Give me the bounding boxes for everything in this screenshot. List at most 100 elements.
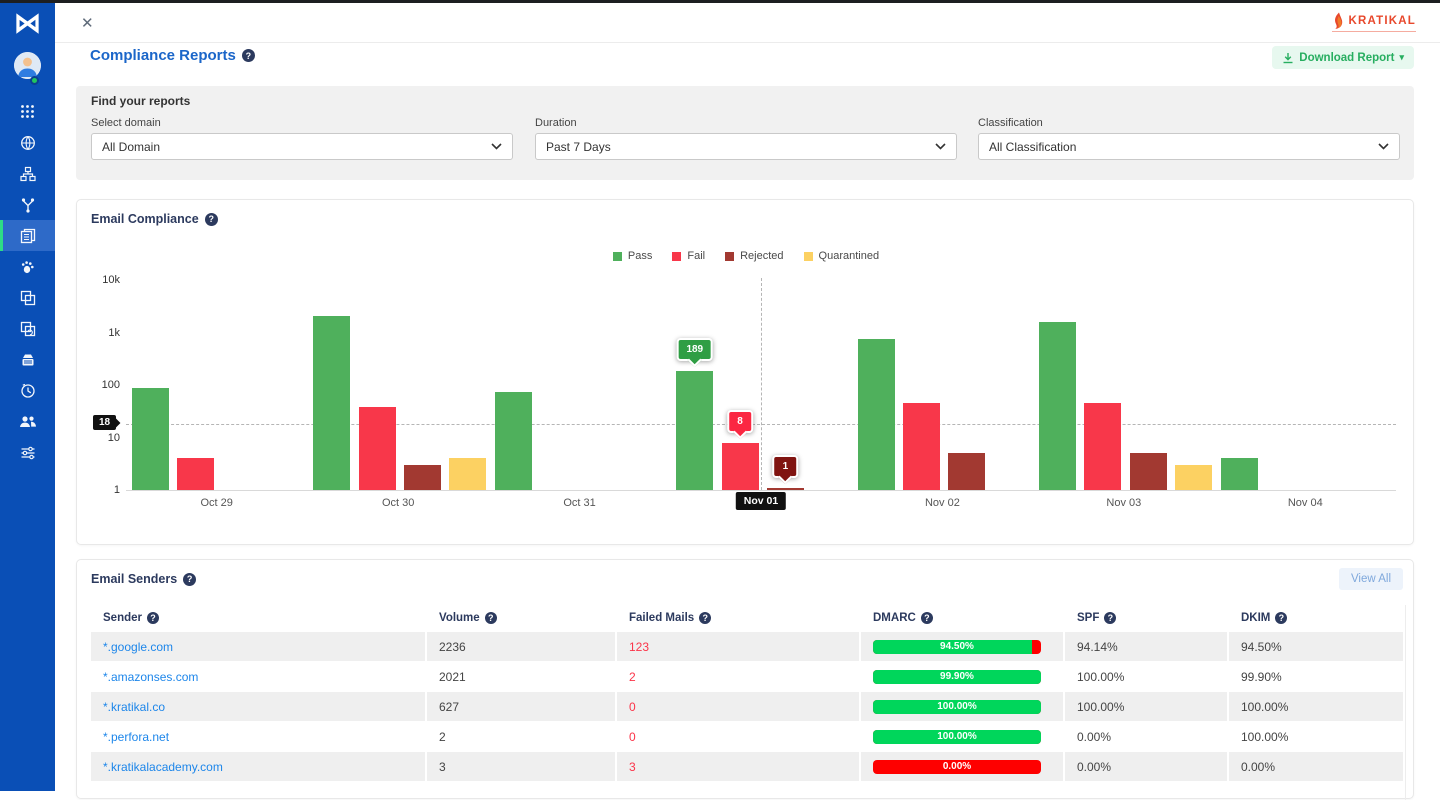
x-axis-label: Nov 04 <box>1287 497 1323 509</box>
classification-label: Classification <box>978 117 1043 129</box>
brand-logo[interactable]: KRATIKAL <box>1332 12 1416 32</box>
sidebar-item-users[interactable] <box>0 406 55 437</box>
cell-dkim: 100.00% <box>1229 692 1405 721</box>
legend-item-rejected[interactable]: Rejected <box>725 250 784 262</box>
bar-fail-nov01[interactable] <box>721 442 759 490</box>
failed-mails-value: 0 <box>629 699 636 714</box>
legend-item-fail[interactable]: Fail <box>672 250 705 262</box>
domain-select[interactable]: All Domain <box>91 133 513 160</box>
topbar: ✕ KRATIKAL <box>55 3 1440 43</box>
close-icon[interactable]: ✕ <box>81 15 94 32</box>
bar-rejected-nov01[interactable] <box>766 488 804 490</box>
download-report-button[interactable]: Download Report ▾ <box>1272 46 1414 69</box>
download-icon <box>1283 52 1293 63</box>
chart-title: Email Compliance <box>91 212 199 226</box>
sidebar-item-history[interactable] <box>0 375 55 406</box>
dmarc-progress-bar: 0.00% <box>873 759 1041 774</box>
sidebar-item-copy-sync[interactable] <box>0 313 55 344</box>
bar-rejected-nov03[interactable] <box>1129 453 1167 490</box>
help-icon[interactable]: ? <box>484 612 497 624</box>
sidebar-item-branch[interactable] <box>0 189 55 220</box>
bar-fail-nov03[interactable] <box>1084 403 1122 490</box>
bar-rejected-oct30[interactable] <box>404 464 442 490</box>
help-icon[interactable]: ? <box>204 212 218 226</box>
tooltip-rejected: 1 <box>772 455 799 478</box>
sidebar-item-archive[interactable] <box>0 344 55 375</box>
x-axis-label: Oct 30 <box>381 497 415 509</box>
app-logo-icon[interactable]: ⋈ <box>14 7 41 38</box>
sidebar-item-apps[interactable] <box>0 96 55 127</box>
duration-label: Duration <box>535 117 577 129</box>
cell-sender: *.perfora.net <box>91 722 427 751</box>
y-axis-tick: 100 <box>101 379 120 392</box>
avatar[interactable] <box>14 52 41 79</box>
apps-grid-icon <box>21 105 34 118</box>
help-icon[interactable]: ? <box>1104 612 1117 624</box>
filters-title: Find your reports <box>91 94 191 108</box>
sidebar-item-hierarchy[interactable] <box>0 158 55 189</box>
help-icon[interactable]: ? <box>920 612 933 624</box>
bar-pass-oct31[interactable] <box>494 391 532 490</box>
sender-link[interactable]: *.kratikal.co <box>103 699 166 714</box>
duration-select[interactable]: Past 7 Days <box>535 133 957 160</box>
bar-pass-nov04[interactable] <box>1220 458 1258 490</box>
sender-link[interactable]: *.google.com <box>103 639 174 654</box>
sidebar-item-compliance-reports[interactable] <box>0 220 55 251</box>
download-report-label: Download Report <box>1299 51 1395 64</box>
copy-icon <box>20 290 35 305</box>
bar-quarantined-oct30[interactable] <box>449 458 487 490</box>
table-row: *.perfora.net 2 0 100.00% 0.00% 100.00% <box>91 722 1405 751</box>
column-header-label: Volume <box>439 612 480 624</box>
sidebar-item-copy[interactable] <box>0 282 55 313</box>
bar-fail-nov02[interactable] <box>903 403 940 490</box>
bar-pass-nov02[interactable] <box>857 339 895 490</box>
sidebar-item-domains[interactable] <box>0 127 55 158</box>
chevron-down-icon <box>935 143 946 150</box>
sender-link[interactable]: *.amazonses.com <box>103 669 199 684</box>
sender-link[interactable]: *.kratikalacademy.com <box>103 759 223 774</box>
bar-rejected-nov02[interactable] <box>948 453 986 490</box>
tooltip-pass: 189 <box>676 337 714 361</box>
legend-item-quarantined[interactable]: Quarantined <box>803 250 879 262</box>
table-row: *.google.com 2236 123 94.50% 94.14% 94.50% <box>91 632 1405 661</box>
cell-dmarc: 94.50% <box>861 632 1065 661</box>
tooltip-fail: 8 <box>727 409 753 433</box>
bar-pass-oct30[interactable] <box>313 315 351 490</box>
view-all-button[interactable]: View All <box>1338 568 1403 590</box>
dmarc-progress-fill <box>873 699 1041 714</box>
help-icon[interactable]: ? <box>147 612 159 624</box>
dmarc-progress-fill <box>873 729 1041 744</box>
cell-spf: 100.00% <box>1065 692 1229 721</box>
bar-fail-oct29[interactable] <box>177 458 215 490</box>
help-icon[interactable]: ? <box>1275 612 1288 624</box>
legend-item-pass[interactable]: Pass <box>612 250 652 262</box>
sidebar-item-tracking[interactable] <box>0 251 55 282</box>
cell-dkim: 100.00% <box>1229 722 1405 751</box>
bar-fail-oct30[interactable] <box>358 407 396 490</box>
cell-volume: 2236 <box>427 632 617 661</box>
cell-sender: *.kratikalacademy.com <box>91 752 427 781</box>
chart-legend: Pass Fail Rejected Quarantined <box>77 250 1415 262</box>
help-icon[interactable]: ? <box>241 49 255 62</box>
bar-pass-nov03[interactable] <box>1039 322 1077 490</box>
cell-dkim: 94.50% <box>1229 632 1405 661</box>
dmarc-progress-bar: 94.50% <box>873 639 1041 654</box>
domain-select-value: All Domain <box>102 139 161 154</box>
bar-pass-oct29[interactable] <box>132 387 169 490</box>
cell-sender: *.amazonses.com <box>91 662 427 691</box>
sender-link[interactable]: *.perfora.net <box>103 729 170 744</box>
help-icon[interactable]: ? <box>183 572 197 586</box>
cell-dmarc: 0.00% <box>861 752 1065 781</box>
help-icon[interactable]: ? <box>699 612 712 624</box>
column-header-label: Failed Mails <box>629 612 695 624</box>
dmarc-progress-bar: 99.90% <box>873 669 1041 684</box>
column-header-volume: Volume? <box>427 605 617 631</box>
sidebar-item-settings[interactable] <box>0 437 55 468</box>
bar-quarantined-nov03[interactable] <box>1175 464 1213 490</box>
filters-panel: Find your reports Select domain All Doma… <box>76 86 1414 180</box>
classification-select[interactable]: All Classification <box>978 133 1400 160</box>
cell-spf: 0.00% <box>1065 752 1229 781</box>
bar-pass-nov01[interactable] <box>676 370 714 490</box>
email-compliance-chart: 10k 1k 100 10 1 18 Oct 29 Oct 30 Oct 31 Nov 01 Nov… <box>77 200 1413 544</box>
column-header-dkim: DKIM? <box>1229 605 1405 631</box>
